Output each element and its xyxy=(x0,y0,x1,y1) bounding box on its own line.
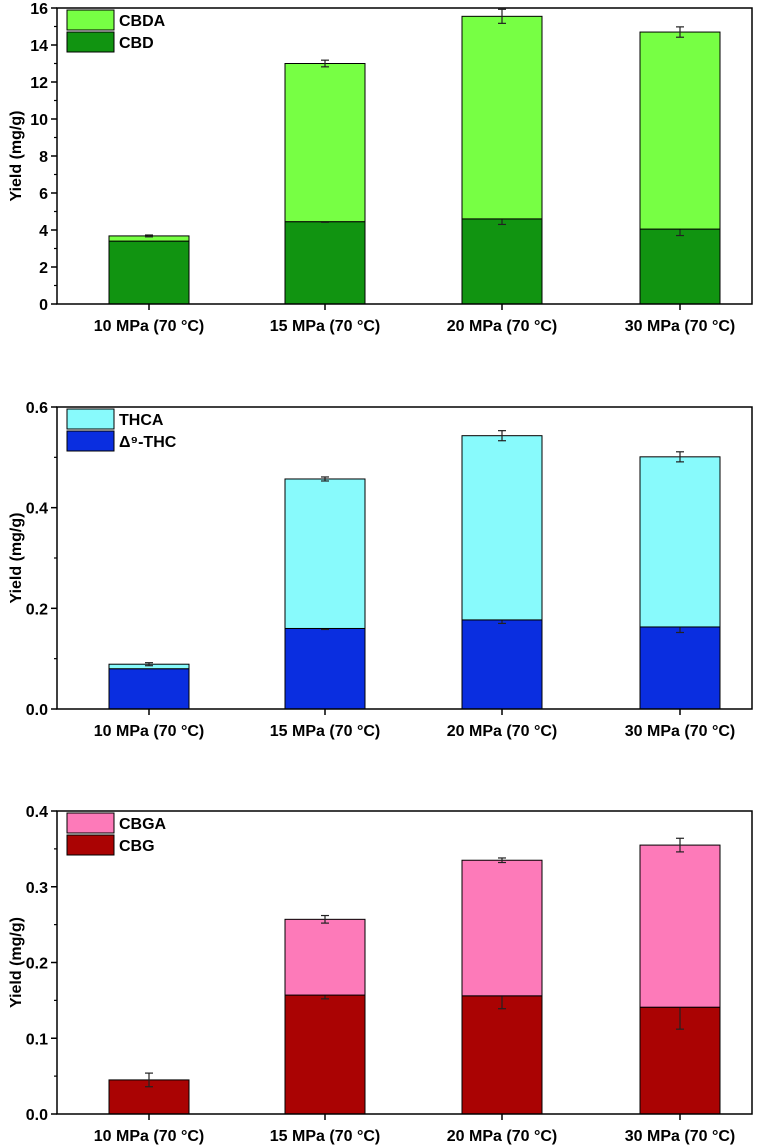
legend-swatch-cbda xyxy=(66,9,115,31)
y-tick-label: 0.1 xyxy=(26,1031,48,1048)
y-tick-label: 0.0 xyxy=(26,1107,48,1124)
legend-swatch-thc xyxy=(66,430,115,452)
legend: CBGA CBG xyxy=(66,812,167,856)
y-tick-label: 0.2 xyxy=(26,601,48,618)
x-tick-label: 10 MPa (70 °C) xyxy=(94,1128,204,1145)
y-tick-label: 14 xyxy=(30,38,48,55)
x-tick-label: 30 MPa (70 °C) xyxy=(625,723,735,740)
y-tick-label: 0.2 xyxy=(26,956,48,973)
bar-cbg-3 xyxy=(461,995,543,1115)
y-axis-title: Yield (mg/g) xyxy=(8,513,25,604)
bar-cbda-3 xyxy=(461,15,543,220)
error-bar-cbga-4 xyxy=(676,837,684,853)
legend-label-cbd: CBD xyxy=(119,35,154,52)
bar-thc-3 xyxy=(461,619,543,710)
y-tick-label: 0.4 xyxy=(26,804,48,821)
bar-cbg-2 xyxy=(284,994,366,1115)
bar-thc-1 xyxy=(108,668,190,710)
y-tick-label: 8 xyxy=(39,149,48,166)
y-tick-label: 16 xyxy=(30,1,48,18)
error-bar-thca-3 xyxy=(498,430,506,442)
y-tick-label: 0 xyxy=(39,297,48,314)
chart-panel-3: 0.0 0.1 0.2 0.3 0.4 10 MPa (70 °C) 15 MPa (70 … xyxy=(8,804,753,1145)
x-tick-label: 30 MPa (70 °C) xyxy=(625,1128,735,1145)
legend: THCA Δ⁹-THC xyxy=(66,408,177,452)
bar-cbga-2 xyxy=(284,918,366,996)
y-tick-label: 0.3 xyxy=(26,880,48,897)
x-tick-label: 20 MPa (70 °C) xyxy=(447,318,557,335)
y-axis-title: Yield (mg/g) xyxy=(8,917,25,1008)
legend-label-cbga: CBGA xyxy=(119,816,167,833)
y-tick-label: 6 xyxy=(39,186,48,203)
legend-swatch-thca xyxy=(66,408,115,430)
bar-thca-3 xyxy=(461,435,543,621)
error-bar-thca-4 xyxy=(676,451,684,463)
chart-panel-2: 0.0 0.2 0.4 0.6 10 MPa (70 °C) 15 MPa (70 °C)… xyxy=(8,400,753,740)
bar-cbd-3 xyxy=(461,218,543,305)
error-bar-cbda-3 xyxy=(498,8,506,24)
bar-thca-4 xyxy=(639,456,721,628)
legend-swatch-cbg xyxy=(66,834,115,856)
error-bar-cbda-1 xyxy=(145,234,153,238)
error-bar-cbga-2 xyxy=(321,914,329,924)
bar-cbga-3 xyxy=(461,859,543,997)
bar-cbda-4 xyxy=(639,31,721,230)
bar-cbga-4 xyxy=(639,844,721,1008)
bar-thc-2 xyxy=(284,627,366,710)
x-tick-label: 10 MPa (70 °C) xyxy=(94,318,204,335)
error-bar-cbda-4 xyxy=(676,26,684,38)
bar-cbd-4 xyxy=(639,228,721,305)
y-tick-label: 4 xyxy=(39,223,48,240)
y-tick-label: 12 xyxy=(30,75,48,92)
bar-cbda-2 xyxy=(284,63,366,223)
legend-label-cbg: CBG xyxy=(119,838,155,855)
chart-panel-1: 0 2 4 6 8 10 12 14 16 10 MPa (70 °C) 15 MPa (70 °C… xyxy=(8,1,753,335)
error-bar-thca-2 xyxy=(321,476,329,482)
bar-cbd-1 xyxy=(108,240,190,305)
bar-thca-2 xyxy=(284,478,366,629)
y-tick-label: 0.4 xyxy=(26,501,48,518)
legend: CBDA CBD xyxy=(66,9,166,53)
error-bar-cbda-2 xyxy=(321,59,329,68)
x-tick-label: 15 MPa (70 °C) xyxy=(270,723,380,740)
x-tick-label: 30 MPa (70 °C) xyxy=(625,318,735,335)
error-bar-cbga-3 xyxy=(498,857,506,864)
legend-swatch-cbd xyxy=(66,31,115,53)
x-tick-label: 10 MPa (70 °C) xyxy=(94,723,204,740)
x-tick-label: 20 MPa (70 °C) xyxy=(447,723,557,740)
x-tick-label: 20 MPa (70 °C) xyxy=(447,1128,557,1145)
bar-thc-4 xyxy=(639,626,721,710)
bar-cbd-2 xyxy=(284,221,366,305)
x-tick-label: 15 MPa (70 °C) xyxy=(270,1128,380,1145)
legend-label-cbda: CBDA xyxy=(119,13,166,30)
legend-swatch-cbga xyxy=(66,812,115,834)
y-axis-title: Yield (mg/g) xyxy=(8,111,25,202)
error-bar-thca-1 xyxy=(145,662,153,667)
error-bar-cbg-1 xyxy=(145,1072,153,1088)
y-tick-label: 0.6 xyxy=(26,400,48,417)
y-tick-label: 0.0 xyxy=(26,702,48,719)
legend-label-thca: THCA xyxy=(119,412,164,429)
x-tick-label: 15 MPa (70 °C) xyxy=(270,318,380,335)
y-tick-label: 10 xyxy=(30,112,48,129)
legend-label-thc: Δ⁹-THC xyxy=(119,434,177,451)
y-tick-label: 2 xyxy=(39,260,48,277)
